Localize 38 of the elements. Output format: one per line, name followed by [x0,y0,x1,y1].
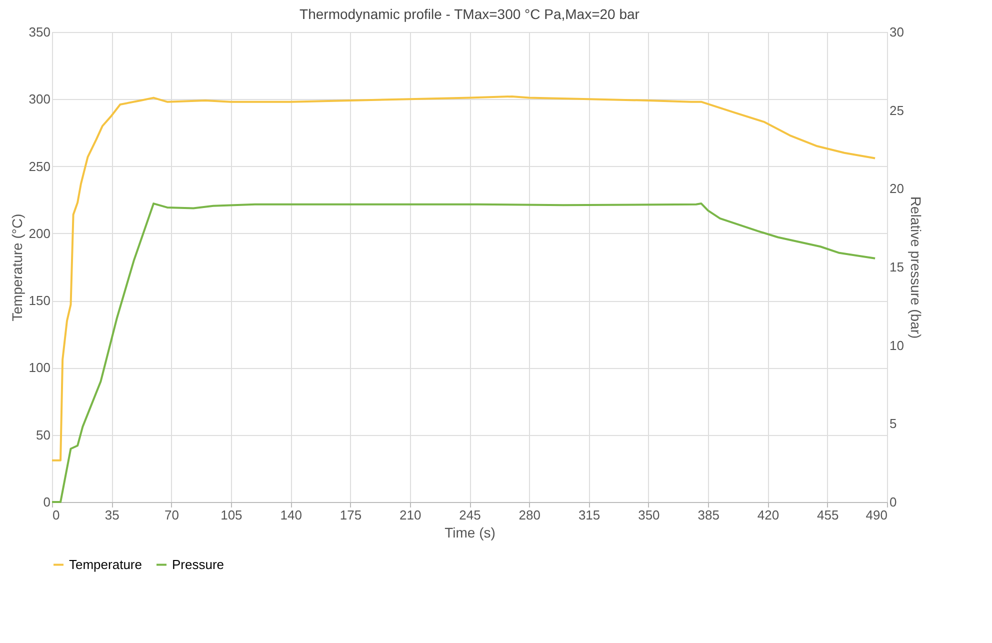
line-series [51,95,876,462]
y2-tick-label: 5 [890,416,897,432]
y-tick-label: 250 [28,158,50,174]
chart-title: Thermodynamic profile - TMax=300 °C Pa,Max=20 bar [300,6,640,22]
legend-label: Temperature [69,556,142,572]
y2-axis-title: Relative pressure (bar) [908,196,924,339]
x-axis-title: Time (s) [444,524,496,540]
x-tick-label: 245 [459,508,481,522]
x-tick-label: 420 [757,508,780,522]
y-tick-label: 100 [28,360,50,376]
x-tick-label: 350 [638,508,660,522]
y-tick-label: 300 [28,92,50,107]
x-tick-label: 455 [817,508,839,522]
y-tick-label: 0 [43,494,50,510]
x-tick-label: 490 [866,508,888,522]
y2-tick-label: 10 [890,338,904,353]
x-tick-label: 140 [280,508,302,522]
x-tick-label: 70 [164,508,180,522]
x-tick-label: 280 [518,508,540,522]
legend-label: Pressure [172,556,224,572]
x-tick-label: 105 [220,508,242,522]
y2-tick-label: 0 [890,494,897,510]
y2-tick-label: 15 [890,260,904,274]
y-tick-label: 50 [36,427,50,442]
x-tick-label: 210 [400,508,422,522]
y-tick-label: 150 [28,293,50,308]
y-tick-label: 200 [28,226,50,241]
y-axis-title: Temperature (°C) [8,214,25,322]
line-series [51,202,876,503]
y2-tick-label: 20 [890,181,904,196]
x-tick-label: 175 [340,508,362,522]
y2-tick-label: 25 [890,102,904,118]
x-tick-label: 0 [52,508,60,522]
y2-tick-label: 30 [890,24,904,40]
x-tick-label: 315 [578,508,600,522]
x-tick-label: 385 [698,508,720,522]
x-tick-label: 35 [104,508,120,522]
y-tick-label: 350 [28,24,50,40]
